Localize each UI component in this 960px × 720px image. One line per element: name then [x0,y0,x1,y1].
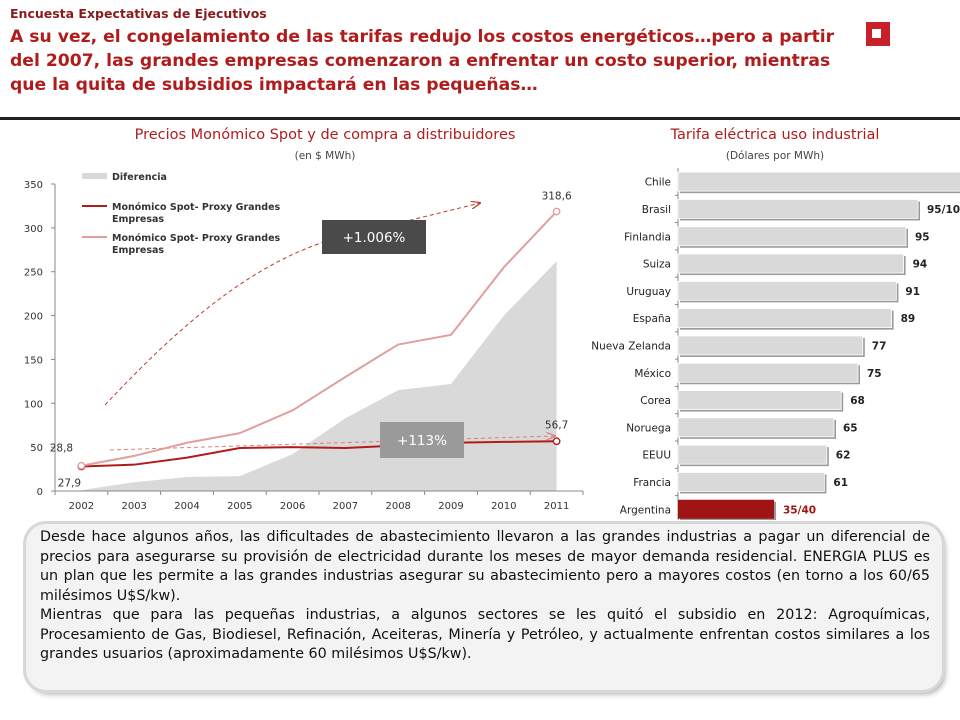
bar-eeuu [677,444,828,465]
legend-swatch-diferencia [82,173,107,179]
bar-españa [677,308,893,329]
bar-category-label: Noruega [626,422,671,434]
paragraph-2: Mientras que para las pequeñas industria… [40,607,930,662]
bar-value-label: 62 [836,450,851,462]
bar-finlandia [677,226,907,247]
bar-suiza [677,253,905,274]
bar-value-label: 89 [901,313,916,325]
series-line-2 [81,210,558,467]
line-chart-subtitle: (en $ MWh) [294,150,356,162]
trend-arrow-small [109,436,555,451]
legend-label: Monómico Spot- Proxy Grandes Empresas [112,233,281,256]
line-chart: 0 50 100 150 200 250 300 350 2002 2003 2004 2005 200… [24,172,584,512]
bar-category-label: México [634,368,671,380]
series-area-diferencia [81,261,557,491]
bar-value-label: 77 [872,340,887,352]
bar-value-label: 91 [905,286,920,298]
annotation-label-growth-large: +1.006% [343,230,406,246]
bar-value-label: 68 [850,395,865,407]
bar-category-label: Nueva Zelanda [591,340,671,352]
bar-value-label: 75 [867,368,882,380]
x-tick-label: 2011 [544,501,569,512]
bar-brasil [677,199,919,219]
bar-value-label: 65 [843,422,858,434]
y-tick-label: 200 [24,312,43,323]
bar-category-label: Francia [633,477,671,489]
bar-category-label: Argentina [620,504,671,516]
bar-category-label: Uruguay [626,286,671,298]
bar-chile [677,171,960,192]
y-tick-label: 100 [24,399,43,410]
bar-uruguay [677,280,897,301]
y-tick-label: 150 [24,355,43,366]
series-line-1 [81,440,557,468]
x-tick-label: 2007 [333,501,358,512]
bar-chart-title: Tarifa eléctrica uso industrial [670,127,880,143]
bar-méxico [677,362,859,383]
bar-noruega [677,417,835,438]
series-2-point [552,207,561,216]
y-tick-label: 350 [24,180,43,191]
survey-label: Encuesta Expectativas de Ejecutivos [10,6,267,21]
header-divider [0,117,960,120]
bar-nueva-zelanda [677,335,864,356]
x-tick-label: 2009 [438,501,463,512]
x-tick-label: 2005 [227,501,252,512]
bar-category-label: Chile [645,177,671,189]
data-label: 28,8 [50,443,73,455]
series-1-point [552,437,561,446]
brand-logo-icon [866,22,890,46]
headline: A su vez, el congelamiento de las tarifa… [10,27,835,95]
annotation-box-growth-small [380,422,464,458]
y-tick-label: 250 [24,268,43,279]
explanation-textbox: Desde hace algunos años, las dificultade… [26,524,942,690]
bar-category-label: EEUU [642,450,671,462]
legend-label: Monómico Spot- Proxy Grandes Empresas [112,202,281,225]
data-label: 318,6 [542,191,572,203]
bar-value-label: 61 [833,477,848,489]
x-tick-label: 2002 [69,501,94,512]
bar-category-label: Finlandia [624,231,671,243]
y-tick-label: 0 [37,487,43,498]
x-tick-label: 2010 [491,501,516,512]
x-tick-label: 2003 [121,501,146,512]
bar-category-label: Suiza [643,259,671,271]
bar-chart-subtitle: (Dólares por MWh) [725,150,825,162]
annotation-label-growth-small: +113% [397,433,447,449]
y-tick-label: 50 [30,443,43,454]
x-tick-label: 2008 [385,501,410,512]
trend-arrow-large [104,203,480,406]
bar-value-label: 35/40 [783,504,816,516]
y-tick-label: 300 [24,224,43,235]
bar-francia [677,472,825,492]
series-2-point [77,461,86,470]
bar-category-label: España [633,313,671,325]
annotation-box-growth-large [322,220,426,254]
bar-argentina [678,499,774,519]
paragraph-1: Desde hace algunos años, las dificultade… [40,529,930,604]
data-label: 56,7 [545,419,568,431]
data-label: 27,9 [58,478,81,490]
x-tick-label: 2006 [280,501,305,512]
bar-category-label: Brasil [642,204,671,216]
bar-category-label: Corea [640,395,671,407]
x-tick-label: 2004 [174,501,199,512]
legend-label: Diferencia [112,172,167,183]
bar-value-label: 95/100 [927,204,960,216]
bar-corea [677,390,842,410]
bar-value-label: 94 [913,259,928,271]
bar-chart: Chile130Brasil95/100Finlandia95Suiza94Ur… [591,168,960,520]
line-chart-title: Precios Monómico Spot y de compra a dist… [134,127,516,143]
bar-value-label: 95 [915,231,930,243]
